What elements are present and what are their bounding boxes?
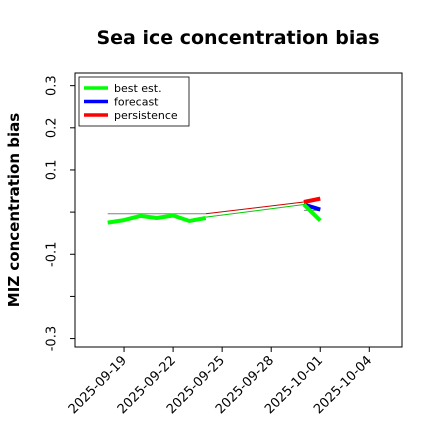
series-line: [107, 213, 207, 225]
legend-label: forecast: [114, 96, 159, 109]
y-tick-label: 0.2: [45, 117, 60, 138]
y-axis-label: MIZ concentration bias: [5, 113, 23, 307]
y-tick-label: 0.1: [45, 160, 60, 181]
plot-area: [74, 72, 403, 348]
y-tick-label: -0.3: [45, 326, 60, 351]
series-line: [303, 196, 321, 204]
y-tick-label: 0.3: [45, 75, 60, 96]
legend-label: persistence: [114, 109, 178, 122]
series-line: [302, 203, 322, 222]
connector-line: [205, 204, 304, 218]
connector-line: [205, 201, 304, 215]
y-tick-label: -0.1: [45, 242, 60, 267]
legend-label: best est.: [114, 82, 162, 95]
chart-title: Sea ice concentration bias: [96, 27, 379, 49]
